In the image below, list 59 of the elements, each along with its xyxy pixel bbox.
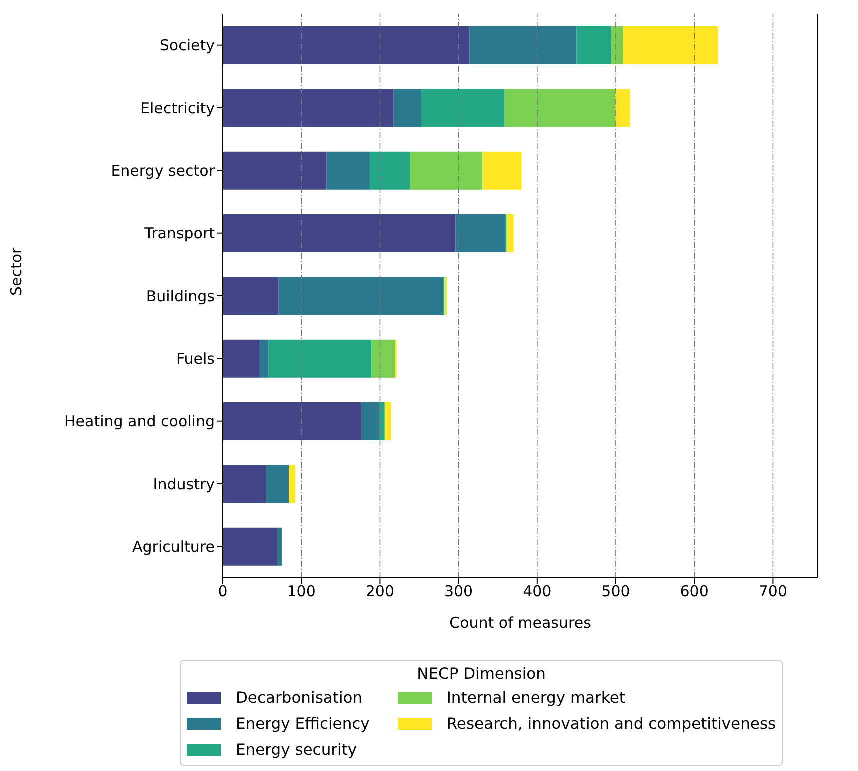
x-tick-label: 500 (602, 582, 630, 601)
bar (444, 277, 448, 316)
bar (326, 152, 370, 190)
bar (456, 214, 506, 253)
bar (482, 152, 522, 190)
x-tick-label: 100 (287, 582, 316, 601)
legend-label: Research, innovation and competitiveness (446, 715, 776, 733)
x-tick-label: 300 (444, 582, 474, 601)
x-tick-label: 200 (366, 582, 395, 601)
y-tick-label: Energy sector (111, 162, 216, 180)
bar (289, 465, 296, 504)
bar (223, 402, 362, 441)
bar (372, 340, 396, 378)
bar (394, 89, 422, 128)
bar (223, 528, 278, 566)
bar (470, 26, 577, 65)
bar (223, 152, 327, 190)
x-tick-label: 400 (523, 582, 552, 601)
bar (268, 340, 372, 378)
bar (384, 402, 392, 441)
bar (223, 340, 260, 378)
legend-label: Internal energy market (446, 689, 626, 707)
y-tick-label: Fuels (176, 350, 216, 368)
bar (223, 277, 279, 316)
bar (223, 465, 266, 504)
bar (260, 340, 269, 378)
bar (278, 277, 444, 316)
x-tick-label: 600 (680, 582, 709, 601)
bar (615, 89, 630, 128)
legend-label: Decarbonisation (236, 689, 363, 707)
bar (223, 89, 394, 128)
bar (576, 26, 612, 65)
legend-title: NECP Dimension (416, 665, 547, 683)
legend-label: Energy security (236, 741, 358, 759)
bar (504, 89, 616, 128)
x-axis-title: Count of measures (450, 614, 592, 632)
bar (370, 152, 410, 190)
bar (277, 528, 282, 566)
y-tick-label: Agriculture (132, 538, 215, 556)
bar (421, 89, 504, 128)
y-tick-label: Buildings (146, 287, 216, 306)
y-tick-label: Transport (144, 224, 216, 243)
y-tick-label: Society (160, 36, 216, 55)
bar (506, 214, 514, 253)
legend-label: Energy Efficiency (236, 715, 370, 733)
bar (611, 26, 624, 65)
bar (223, 26, 470, 65)
x-tick-label: 700 (758, 582, 788, 601)
bar (379, 402, 385, 441)
y-tick-label: Electricity (140, 99, 216, 118)
bar (266, 465, 290, 504)
bar (623, 26, 718, 65)
y-tick-label: Industry (153, 475, 216, 494)
x-tick-label: 0 (218, 582, 228, 601)
y-tick-label: Heating and cooling (64, 412, 215, 431)
bar (361, 402, 380, 441)
bar (410, 152, 482, 190)
bar (223, 214, 456, 253)
y-axis-title: Sector (7, 246, 26, 296)
